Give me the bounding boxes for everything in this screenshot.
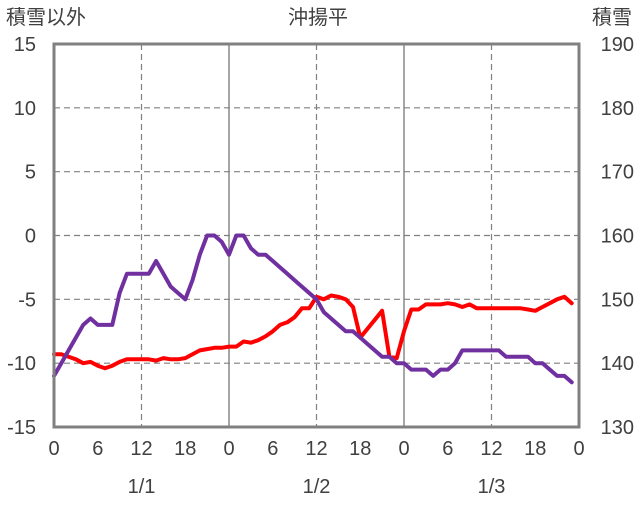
x-tick-label: 6 [267,438,278,460]
left-tick-label: 15 [14,34,36,56]
x-tick-label: 12 [305,438,327,460]
left-axis-ticks: 15 10 5 0 -5 -10 -15 [7,34,36,439]
right-tick-label: 190 [601,34,634,56]
date-labels: 1/1 1/2 1/3 [128,476,506,498]
right-axis-ticks: 190 180 170 160 150 140 130 [601,34,634,439]
x-tick-label: 0 [223,438,234,460]
left-tick-label: -5 [18,289,36,311]
right-tick-label: 170 [601,162,634,184]
date-label: 1/2 [303,476,331,498]
x-tick-label: 0 [573,438,584,460]
x-tick-label: 18 [524,438,546,460]
right-axis-label: 積雪 [592,6,632,29]
right-tick-label: 150 [601,289,634,311]
x-tick-label: 12 [130,438,152,460]
date-label: 1/1 [128,476,156,498]
x-tick-label: 6 [92,438,103,460]
x-tick-label: 0 [48,438,59,460]
chart-title: 沖揚平 [288,6,348,29]
x-tick-label: 18 [174,438,196,460]
series-line-non-snow [52,293,574,371]
left-tick-label: 5 [25,162,36,184]
date-label: 1/3 [478,476,506,498]
x-tick-label: 18 [349,438,371,460]
series-layer [52,233,574,385]
grid-layer [54,44,579,427]
series-line-snow [52,233,574,385]
plot-frame [52,42,581,429]
right-tick-label: 180 [601,98,634,120]
right-tick-label: 160 [601,226,634,248]
left-tick-label: -15 [7,417,36,439]
x-tick-label: 6 [442,438,453,460]
left-axis-label: 積雪以外 [6,6,86,29]
x-tick-label: 0 [398,438,409,460]
right-tick-label: 130 [601,417,634,439]
left-tick-label: 0 [25,226,36,248]
left-tick-label: 10 [14,98,36,120]
left-tick-label: -10 [7,353,36,375]
x-axis-ticks: 0 6 12 18 0 6 12 18 0 6 12 18 0 [48,438,584,460]
right-tick-label: 140 [601,353,634,375]
x-tick-label: 12 [480,438,502,460]
